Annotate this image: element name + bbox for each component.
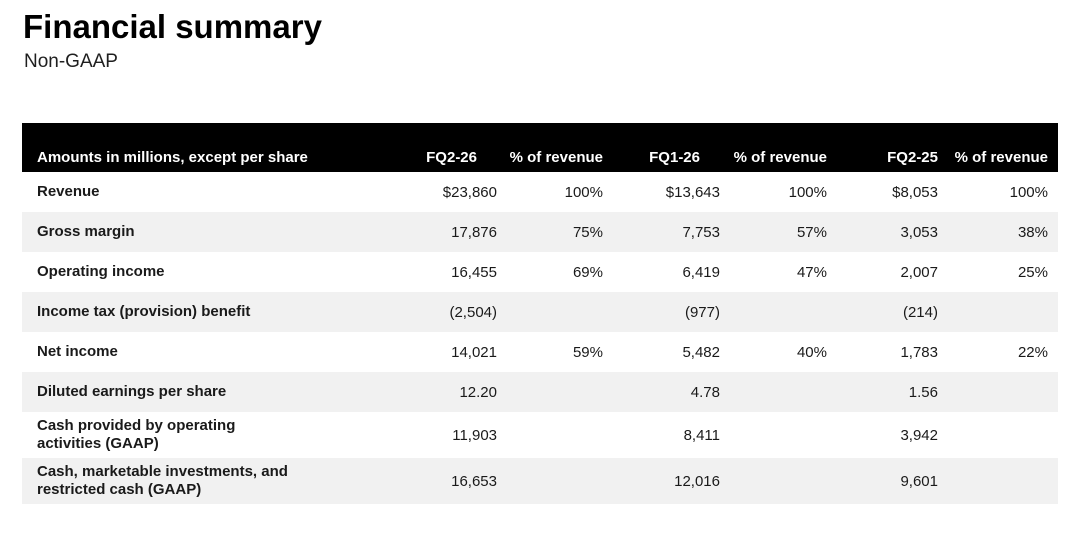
row-label-text: Cash provided by operating activities (G…: [37, 417, 236, 452]
cell-value: 7,753: [682, 223, 720, 241]
cell-value: [730, 372, 837, 412]
table-row: Income tax (provision) benefit (2,504) (97…: [22, 292, 1058, 332]
row-label-text: Income tax (provision) benefit: [37, 303, 251, 320]
table-row: Diluted earnings per share 12.20 4.78 1.56: [22, 372, 1058, 412]
row-label: Diluted earnings per share: [22, 372, 387, 412]
cell-value: 57%: [796, 223, 827, 241]
cell-value: [507, 372, 613, 412]
cell-value: 12,016: [674, 472, 720, 490]
cell-value: 12.20: [459, 383, 497, 401]
cell-value: 69%: [572, 263, 603, 281]
cell-value: (214): [902, 303, 938, 321]
cell-value: $23,860: [442, 183, 497, 201]
row-label: Income tax (provision) benefit: [22, 292, 387, 332]
cell-value: 4.78: [690, 383, 720, 401]
table-row: Cash provided by operating activities (G…: [22, 412, 1058, 458]
cell-value: [948, 372, 1058, 412]
cell-value: $13,643: [665, 183, 720, 201]
cell-value: 40%: [796, 343, 827, 361]
cell-value: 3,053: [900, 223, 938, 241]
cell-value: 3,942: [900, 426, 938, 444]
row-label-text: Diluted earnings per share: [37, 383, 227, 400]
cell-value: [730, 412, 837, 458]
cell-value: 25%: [1017, 263, 1048, 281]
cell-value: [948, 292, 1058, 332]
table-row: Net income 14,021 59% 5,482 40% 1,783 22%: [22, 332, 1058, 372]
cell-value: [948, 412, 1058, 458]
row-label: Revenue: [22, 172, 387, 212]
col-header-amounts: Amounts in millions, except per share: [37, 149, 308, 166]
financial-summary-table: Amounts in millions, except per share FQ…: [22, 123, 1058, 504]
cell-value: 2,007: [900, 263, 938, 281]
row-label-text: Cash, marketable investments, and restri…: [37, 463, 288, 498]
table-header: Amounts in millions, except per share FQ…: [22, 123, 1058, 172]
row-label-text: Revenue: [37, 183, 100, 200]
cell-value: [507, 458, 613, 504]
cell-value: 16,455: [451, 263, 497, 281]
cell-value: 38%: [1017, 223, 1048, 241]
cell-value: (2,504): [449, 303, 497, 321]
cell-value: 6,419: [682, 263, 720, 281]
cell-value: 100%: [788, 183, 827, 201]
cell-value: 100%: [564, 183, 603, 201]
cell-value: 16,653: [451, 472, 497, 490]
cell-value: (977): [684, 303, 720, 321]
row-label-text: Gross margin: [37, 223, 135, 240]
header-row: Amounts in millions, except per share FQ…: [22, 123, 1058, 172]
row-label-text: Operating income: [37, 263, 165, 280]
cell-value: 1,783: [900, 343, 938, 361]
table-row: Revenue $23,860 100% $13,643 100% $8,053 100%: [22, 172, 1058, 212]
row-label: Operating income: [22, 252, 387, 292]
cell-value: 75%: [572, 223, 603, 241]
cell-value: 59%: [572, 343, 603, 361]
row-label: Cash, marketable investments, and restri…: [22, 458, 387, 504]
row-label-text: Net income: [37, 343, 118, 360]
col-header-fq1-26: FQ1-26: [649, 149, 700, 166]
col-header-pct-revenue-3: % of revenue: [954, 149, 1048, 166]
row-label: Gross margin: [22, 212, 387, 252]
cell-value: [730, 458, 837, 504]
row-label: Cash provided by operating activities (G…: [22, 412, 387, 458]
cell-value: [507, 292, 613, 332]
cell-value: 8,411: [683, 426, 720, 444]
table-body: Revenue $23,860 100% $13,643 100% $8,053 100% G…: [22, 172, 1058, 504]
cell-value: 17,876: [451, 223, 497, 241]
table-row: Operating income 16,455 69% 6,419 47% 2,007 25…: [22, 252, 1058, 292]
col-header-pct-revenue-2: % of revenue: [733, 149, 827, 166]
page-title: Financial summary: [23, 8, 322, 45]
cell-value: 5,482: [682, 343, 720, 361]
cell-value: $8,053: [892, 183, 938, 201]
cell-value: [948, 458, 1058, 504]
cell-value: [730, 292, 837, 332]
table-row: Cash, marketable investments, and restri…: [22, 458, 1058, 504]
col-header-fq2-26: FQ2-26: [426, 149, 477, 166]
col-header-pct-revenue-1: % of revenue: [509, 149, 603, 166]
cell-value: 47%: [796, 263, 827, 281]
cell-value: 100%: [1009, 183, 1048, 201]
row-label: Net income: [22, 332, 387, 372]
col-header-fq2-25: FQ2-25: [887, 149, 938, 166]
cell-value: 9,601: [900, 472, 938, 490]
page-subtitle: Non-GAAP: [24, 51, 118, 72]
cell-value: [507, 412, 613, 458]
cell-value: 1.56: [908, 383, 938, 401]
cell-value: 11,903: [452, 426, 497, 444]
cell-value: 22%: [1017, 343, 1048, 361]
table-row: Gross margin 17,876 75% 7,753 57% 3,053 38%: [22, 212, 1058, 252]
cell-value: 14,021: [451, 343, 497, 361]
